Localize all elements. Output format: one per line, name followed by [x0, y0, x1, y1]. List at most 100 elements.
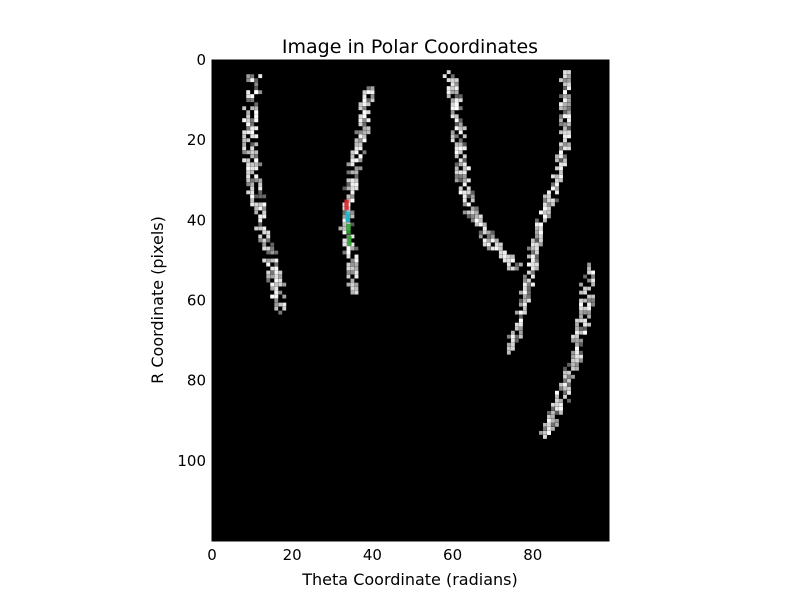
pixel-arc-3-44-1 — [462, 178, 467, 183]
pixel-arc-4-27-0 — [567, 134, 571, 139]
pixel-arc-2-77-1 — [350, 266, 355, 271]
pixel-arc-3-0-2 — [442, 74, 447, 79]
pixel-arc-2-86-1 — [350, 290, 355, 295]
pixel-arc-3-71-1 — [478, 230, 483, 235]
pixel-arc-2-85-0 — [354, 286, 359, 291]
pixel-arc-1-51-2 — [262, 194, 267, 199]
pixel-arc-4-76-0 — [531, 242, 535, 247]
pixel-arc-4-23-2 — [563, 126, 567, 131]
pixel-arc-4-62-2 — [547, 214, 551, 219]
pixel-arc-2-74-2 — [354, 258, 359, 263]
pixel-arc-2-7-1 — [362, 102, 367, 107]
pixel-arc-3-28-3 — [454, 142, 459, 147]
pixel-arc-2-28-1 — [362, 150, 367, 155]
pixel-arc-3-29-3 — [458, 142, 463, 147]
pixel-arc-3-45-2 — [466, 178, 471, 183]
pixel-arc-3-6-2 — [446, 86, 451, 91]
pixel-arc-1-56-2 — [254, 210, 259, 215]
pixel-arc-1-67-2 — [258, 234, 263, 239]
pixel-arc-1-82-0 — [270, 270, 275, 275]
pixel-arc-1-55-0 — [258, 202, 263, 207]
pixel-arc-4-76-2 — [535, 246, 539, 251]
pixel-arc-5-34-0 — [575, 342, 579, 347]
pixel-arc-5-70-0 — [543, 422, 547, 427]
pixel-arc-1-6-1 — [246, 90, 251, 95]
pixel-arc-3-66-3 — [474, 222, 479, 227]
pixel-arc-4-112-3 — [510, 330, 515, 335]
pixel-arc-4-98-0 — [518, 302, 523, 307]
pixel-arc-3-58-0 — [470, 210, 475, 215]
pixel-arc-4-119-2 — [506, 346, 511, 351]
pixel-arc-5-57-1 — [555, 394, 559, 399]
pixel-arc-5-40-3 — [575, 358, 579, 363]
pixel-arc-1-83-0 — [274, 274, 279, 279]
pixel-arc-1-14-0 — [250, 106, 255, 111]
pixel-arc-2-34-1 — [350, 162, 355, 167]
pixel-arc-1-33-0 — [250, 154, 255, 159]
pixel-arc-1-51-1 — [250, 194, 255, 199]
pixel-arc-1-97-0 — [278, 310, 283, 315]
pixel-arc-4-9-0 — [563, 94, 567, 99]
pixel-arc-2-36-2 — [358, 166, 363, 171]
pixel-arc-4-41-1 — [555, 166, 559, 171]
pixel-arc-3-60-1 — [466, 210, 471, 215]
pixel-arc-1-2-0 — [246, 78, 251, 83]
pixel-arc-2-71-3 — [346, 250, 351, 255]
pixel-arc-4-119-1 — [506, 342, 511, 347]
pixel-arc-4-53-1 — [547, 194, 551, 199]
pixel-arc-2-43-2 — [350, 186, 355, 191]
pixel-arc-3-73-3 — [482, 242, 487, 247]
pixel-arc-5-20-1 — [587, 310, 591, 315]
pixel-arc-3-49-2 — [458, 190, 463, 195]
pixel-arc-1-54-1 — [254, 202, 259, 207]
pixel-arc-2-11-3 — [366, 110, 371, 115]
pixel-arc-4-52-1 — [555, 190, 559, 195]
pixel-arc-3-25-0 — [450, 134, 455, 139]
pixel-arc-3-21-0 — [458, 122, 463, 127]
pixel-arc-1-54-3 — [262, 206, 267, 211]
pixel-arc-4-17-0 — [567, 110, 571, 115]
pixel-arc-5-16-2 — [583, 306, 587, 311]
pixel-arc-3-77-1 — [498, 242, 503, 247]
pixel-arc-3-76-2 — [494, 242, 499, 247]
pixel-arc-1-31-3 — [246, 150, 251, 155]
pixel-arc-5-12-0 — [591, 294, 595, 299]
pixel-arc-2-19-1 — [358, 130, 363, 135]
pixel-arc-3-34-1 — [462, 154, 467, 159]
pixel-arc-2-69-1 — [350, 246, 355, 251]
pixel-arc-3-11-0 — [454, 98, 459, 103]
pixel-arc-3-44-0 — [462, 174, 467, 179]
pixel-arc-5-24-2 — [583, 322, 587, 327]
pixel-arc-2-59-2 — [350, 222, 355, 227]
pixel-arc-4-45-1 — [559, 174, 563, 179]
pixel-arc-5-40-1 — [571, 358, 575, 363]
pixel-arc-3-15-2 — [454, 106, 459, 111]
pixel-arc-2-55-3 — [350, 214, 355, 219]
pixel-arc-3-66-2 — [478, 222, 483, 227]
pixel-arc-1-18-0 — [246, 118, 251, 123]
pixel-arc-2-54-1 — [350, 210, 355, 215]
pixel-arc-1-87-2 — [270, 282, 275, 287]
pixel-arc-1-96-1 — [274, 306, 279, 311]
pixel-arc-3-45-3 — [458, 178, 463, 183]
pixel-arc-5-63-1 — [547, 410, 551, 415]
pixel-arc-3-89-1 — [514, 266, 519, 271]
pixel-arc-4-92-0 — [522, 282, 527, 287]
pixel-arc-3-50-2 — [462, 190, 467, 195]
y-axis-label: R Coordinate (pixels) — [148, 216, 167, 384]
pixel-arc-5-62-1 — [555, 406, 559, 411]
pixel-arc-4-72-3 — [535, 234, 539, 239]
pixel-arc-4-50-1 — [555, 186, 559, 191]
pixel-arc-2-28-3 — [354, 150, 359, 155]
pixel-arc-2-22-2 — [358, 134, 363, 139]
pixel-arc-1-89-0 — [270, 286, 275, 291]
pixel-arc-2-43-3 — [354, 186, 359, 191]
pixel-arc-3-50-1 — [466, 190, 471, 195]
pixel-arc-3-51-2 — [462, 190, 467, 195]
pixel-arc-5-3-1 — [583, 274, 587, 279]
pixel-arc-4-32-1 — [567, 146, 571, 151]
pixel-arc-1-84-1 — [266, 274, 271, 279]
pixel-arc-4-109-0 — [518, 322, 523, 327]
pixel-arc-2-16-3 — [358, 122, 363, 127]
pixel-arc-4-11-2 — [567, 94, 571, 99]
